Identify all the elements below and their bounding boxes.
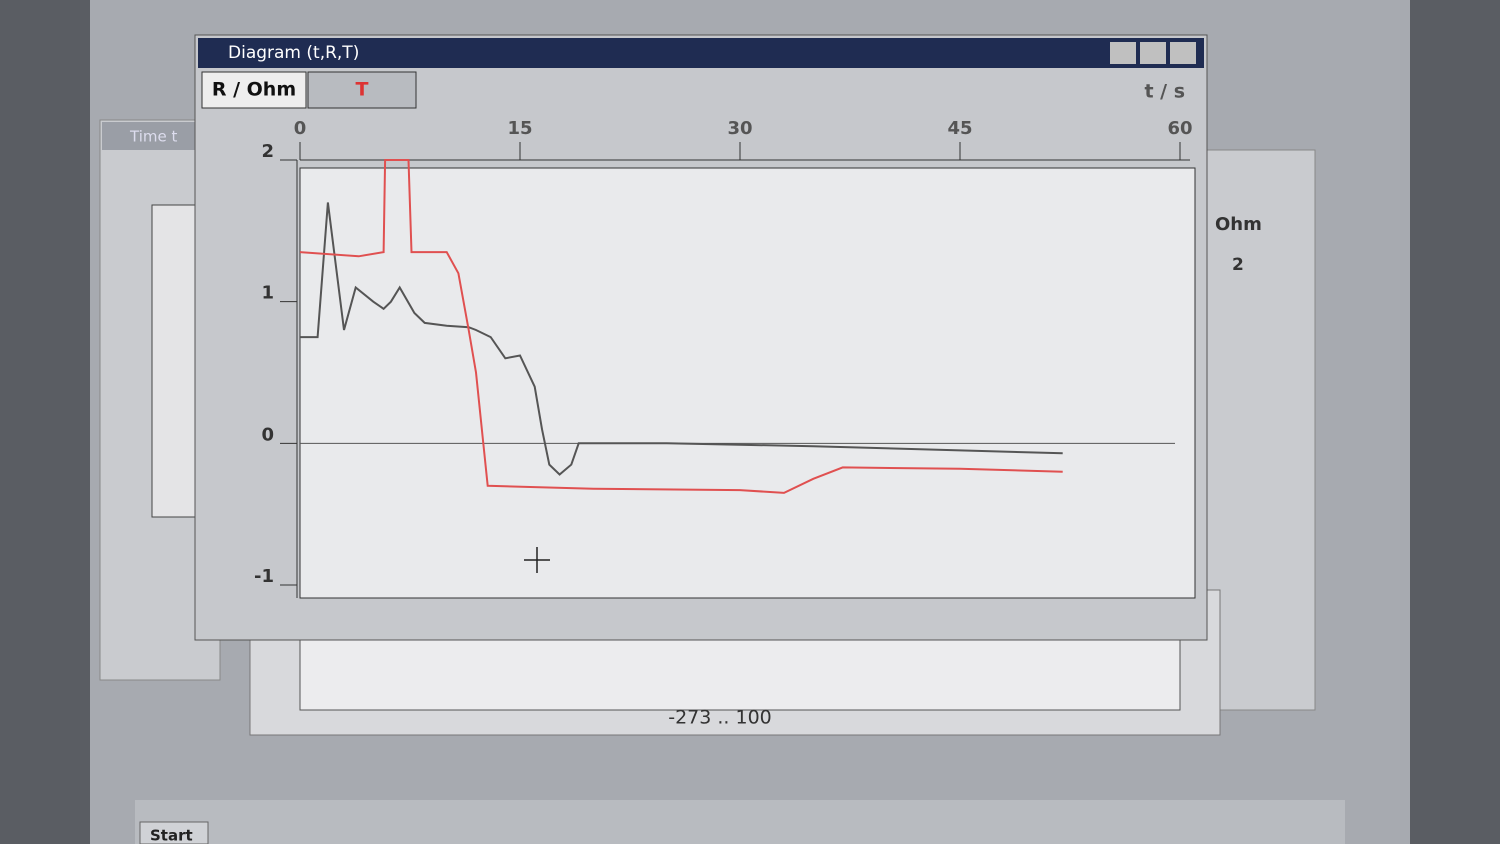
- series-line: [300, 202, 1063, 476]
- x-unit: t / s: [1144, 81, 1185, 103]
- maximize-button[interactable]: [1140, 42, 1166, 64]
- tab-r-label[interactable]: R / Ohm: [212, 79, 296, 101]
- y-tick-label: 2: [261, 141, 274, 162]
- back-title: Time t: [129, 128, 177, 146]
- start-button[interactable]: [139, 821, 209, 844]
- right-label: Ohm: [1215, 214, 1262, 235]
- y-tick-label: -1: [254, 566, 274, 587]
- title-bar: [198, 38, 1204, 68]
- y-tick-label: 0: [261, 424, 274, 445]
- tab-t[interactable]: [307, 71, 417, 109]
- x-tick-label: 0: [294, 118, 307, 139]
- right-value: 2: [1232, 255, 1244, 275]
- y-tick-label: 1: [261, 283, 274, 304]
- plot-area: [299, 167, 1196, 599]
- x-tick-label: 45: [947, 118, 972, 139]
- minimize-button[interactable]: [1110, 42, 1136, 64]
- tab-r[interactable]: [201, 71, 307, 109]
- taskbar: [135, 800, 1345, 844]
- x-tick-label: 60: [1167, 118, 1192, 139]
- cursor: [524, 547, 550, 573]
- start-label[interactable]: Start: [150, 827, 193, 844]
- close-button[interactable]: [1170, 42, 1196, 64]
- x-tick-label: 30: [727, 118, 752, 139]
- x-tick-label: 15: [507, 118, 532, 139]
- range-label: -273 .. 100: [668, 707, 772, 729]
- tab-t-label[interactable]: T: [356, 79, 369, 101]
- series-line: [299, 159, 1063, 494]
- window-title: Diagram (t,R,T): [228, 43, 359, 63]
